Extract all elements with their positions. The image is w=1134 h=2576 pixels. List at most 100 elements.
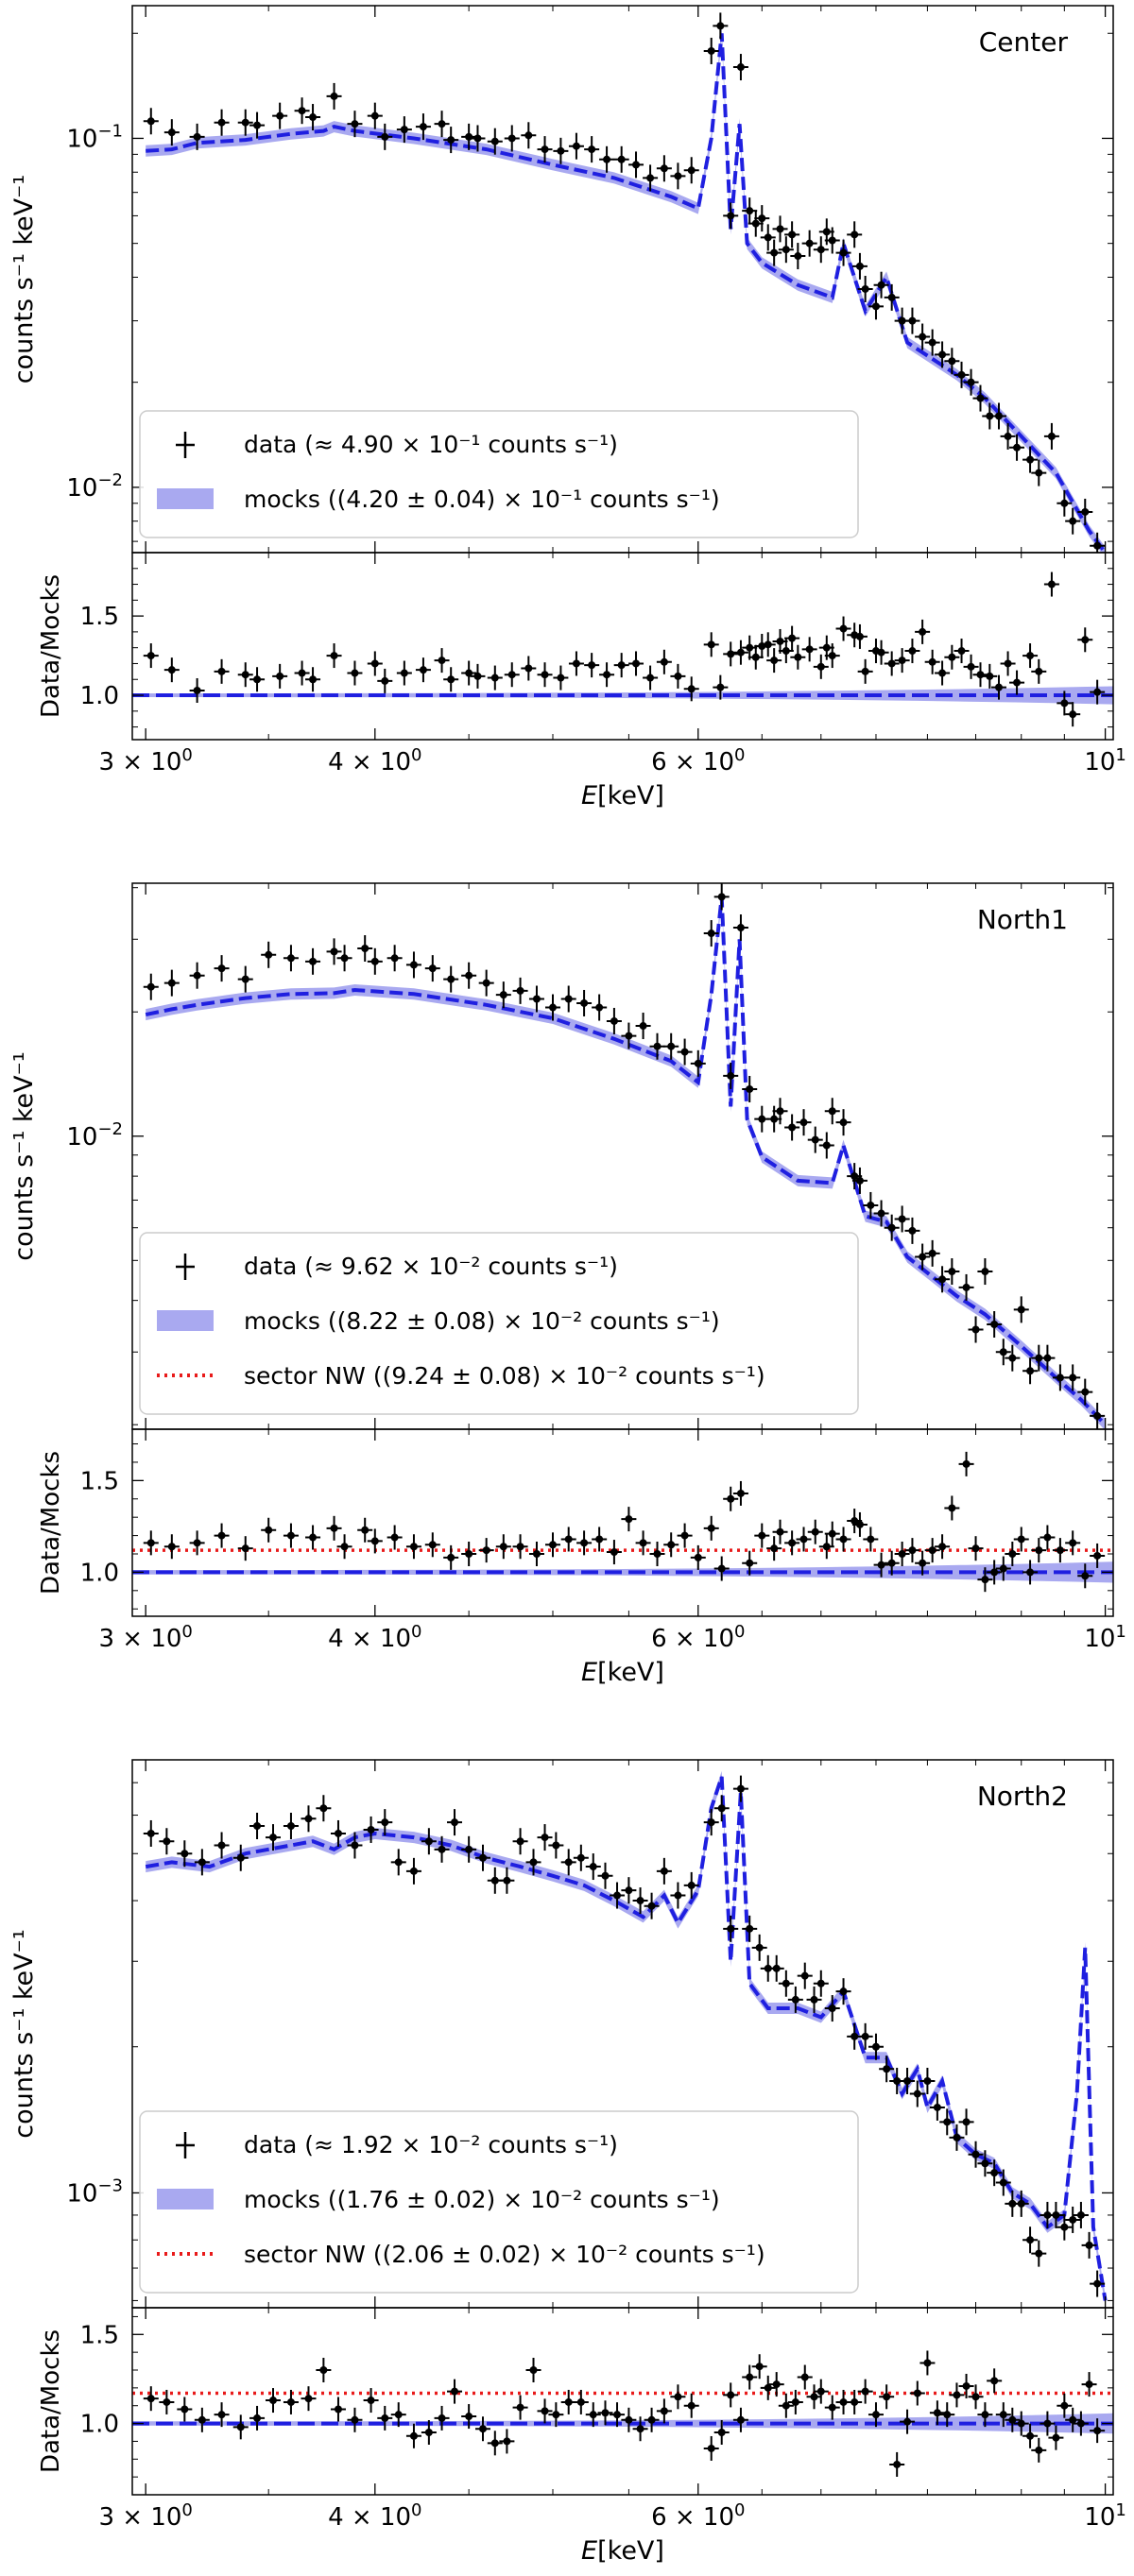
data-point: [470, 125, 486, 152]
data-point: [703, 920, 719, 947]
data-point: [723, 1915, 739, 1942]
ratio-y-axis-label: Data/Mocks: [37, 1451, 65, 1595]
data-point: [987, 2159, 1003, 2187]
data-point: [806, 1986, 822, 2013]
ratio-y-tick-label: 1.0: [80, 682, 119, 710]
spectrum-plot: [143, 12, 1108, 553]
ratio-point: [873, 1552, 889, 1578]
data-point: [1090, 532, 1106, 553]
chart-panel-center: 3 × 100 4 × 100 6 × 100 101 E[keV] 10−1 10−2 co…: [9, 5, 1126, 810]
data-point: [813, 1970, 829, 1997]
data-point: [560, 1849, 576, 1876]
ratio-point: [977, 2402, 993, 2428]
ratio-point: [806, 2384, 822, 2410]
data-point: [784, 221, 800, 248]
ratio-point: [935, 660, 951, 686]
data-point: [713, 12, 729, 40]
ratio-point: [283, 1523, 299, 1548]
ratio-point: [790, 644, 806, 670]
data-point: [621, 1022, 637, 1049]
ratio-point: [703, 1515, 719, 1541]
ratio-point: [461, 1542, 477, 1566]
ratio-point: [194, 2407, 210, 2432]
data-point: [294, 97, 310, 125]
ratio-point: [766, 1536, 782, 1561]
ratio-point: [177, 2397, 193, 2422]
ratio-point: [663, 1532, 679, 1558]
ratio-point: [405, 2423, 421, 2448]
data-point: [644, 1892, 660, 1919]
data-point: [924, 329, 940, 356]
y-axis-label: counts s⁻¹ keV⁻¹: [9, 1929, 39, 2138]
data-point: [683, 157, 699, 184]
data-point: [857, 275, 873, 302]
ratio-point: [1057, 691, 1073, 716]
data-point: [754, 205, 770, 232]
data-point: [272, 102, 288, 129]
data-point: [889, 2068, 905, 2095]
data-point: [968, 1316, 984, 1343]
data-point: [772, 1098, 788, 1125]
ratio-point: [606, 1540, 622, 1565]
data-point: [977, 1258, 993, 1286]
ratio-point: [396, 660, 412, 686]
data-point: [954, 361, 970, 388]
data-point: [461, 1835, 477, 1863]
data-point: [326, 938, 342, 965]
ratio-point: [1090, 679, 1106, 705]
data-point: [879, 2056, 895, 2083]
ratio-point: [656, 649, 672, 674]
data-point: [1077, 498, 1093, 525]
x-tick-label: 4 × 100: [328, 745, 421, 776]
ratio-point: [326, 1515, 342, 1541]
data-point: [377, 123, 393, 150]
data-point: [363, 1816, 379, 1843]
data-point: [189, 123, 205, 150]
data-point: [847, 221, 863, 248]
ratio-point: [499, 2429, 515, 2454]
data-point: [283, 945, 299, 972]
data-point: [367, 102, 383, 129]
ratio-point: [610, 2402, 626, 2428]
ratio-point: [592, 1527, 608, 1552]
data-point: [1052, 1364, 1068, 1391]
ratio-point: [1073, 2411, 1089, 2436]
ratio-point: [732, 2407, 748, 2432]
ratio-y-tick-label: 1.0: [80, 1559, 119, 1587]
data-point: [249, 111, 266, 139]
data-point: [261, 941, 277, 968]
legend-box: [139, 2110, 859, 2294]
x-tick-label: 101: [1084, 1622, 1126, 1653]
legend-box: [139, 410, 859, 538]
spectrum-plot: [143, 883, 1108, 1429]
data-point: [939, 2108, 955, 2136]
ratio-point: [963, 654, 979, 679]
ratio-point: [1031, 1538, 1047, 1563]
data-point: [723, 1062, 739, 1089]
legend-entry-label: data (≈ 1.92 × 10⁻² counts s⁻¹): [244, 2131, 618, 2158]
data-point: [1013, 1296, 1029, 1323]
data-point: [367, 947, 383, 975]
legend: data (≈ 4.90 × 10⁻¹ counts s⁻¹) mocks ((4…: [139, 410, 859, 538]
ratio-point: [1052, 1538, 1068, 1563]
data-point: [377, 1809, 393, 1836]
ratio-plot: [132, 1451, 1113, 1593]
ratio-point: [470, 663, 486, 689]
ratio-point: [367, 1528, 383, 1554]
data-point: [915, 323, 931, 350]
y-tick-label: 10−3: [66, 2175, 123, 2208]
ratio-point: [968, 2384, 984, 2410]
ratio-point: [143, 2386, 159, 2412]
ratio-y-tick-label: 1.5: [80, 1467, 119, 1495]
mocks-line: [146, 33, 1108, 553]
ratio-point: [1022, 1560, 1039, 1585]
legend-entry-label: sector NW ((9.24 ± 0.08) × 10⁻² counts s…: [244, 1362, 765, 1390]
panel-label: North1: [977, 904, 1068, 935]
ratio-point: [884, 1550, 900, 1576]
data-point: [635, 1013, 651, 1040]
data-point: [599, 145, 615, 173]
data-point: [1065, 2206, 1081, 2233]
data-point: [963, 368, 979, 396]
data-point: [1065, 507, 1081, 535]
